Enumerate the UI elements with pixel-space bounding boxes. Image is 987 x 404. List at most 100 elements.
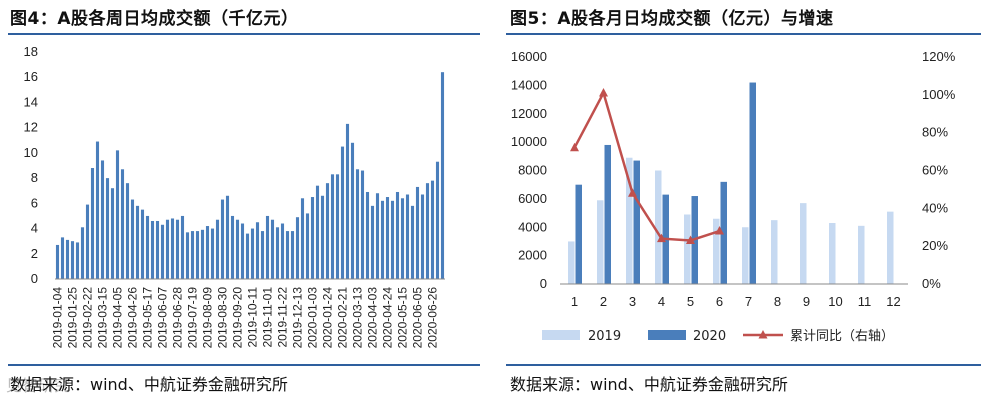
y-tick-label: 6 xyxy=(31,195,38,210)
legend-label-yoy: 累计同比（右轴） xyxy=(790,329,894,344)
left-source-rule xyxy=(8,364,480,366)
weekly-bar xyxy=(150,220,155,279)
weekly-bar xyxy=(185,232,190,279)
weekly-bar xyxy=(355,169,360,279)
weekly-bar xyxy=(145,215,150,279)
yoy-point xyxy=(628,188,637,197)
y-tick-label: 0 xyxy=(31,271,38,286)
weekly-bar xyxy=(85,204,90,279)
y2-tick-label: 80% xyxy=(922,125,948,140)
x-tick-label: 2019-06-28 xyxy=(171,287,185,349)
weekly-bar xyxy=(110,188,115,279)
weekly-bar xyxy=(425,183,430,279)
watermark: 见智研究 xyxy=(6,376,71,395)
x-tick-label: 2020-06-26 xyxy=(426,287,440,349)
left-title-rule xyxy=(8,33,480,35)
weekly-bar xyxy=(215,219,220,279)
right-chart-title: 图5：A股各月日均成交额（亿元）与增速 xyxy=(510,9,834,29)
bar-2020 xyxy=(633,160,640,284)
x-tick-label: 2019-08-09 xyxy=(201,287,215,349)
weekly-bar xyxy=(420,194,425,279)
legend-marker-yoy xyxy=(758,330,768,339)
x-tick-label: 2019-04-05 xyxy=(111,287,125,349)
x-tick-label: 2019-12-13 xyxy=(291,287,305,349)
weekly-bar xyxy=(345,123,350,279)
y-tick-label: 2000 xyxy=(518,248,547,263)
yoy-point xyxy=(657,233,666,243)
weekly-bar xyxy=(270,219,275,279)
x-tick-label: 2020-01-24 xyxy=(321,287,335,349)
weekly-bar xyxy=(80,227,85,279)
weekly-bar xyxy=(365,191,370,279)
weekly-bar xyxy=(225,195,230,279)
weekly-bar xyxy=(180,215,185,279)
x-tick-label: 2 xyxy=(600,294,607,309)
weekly-bar xyxy=(160,224,165,279)
y-tick-label: 8 xyxy=(31,170,38,185)
right-chart-source: 数据来源：wind、中航证券金融研究所 xyxy=(510,375,788,394)
weekly-bar xyxy=(200,229,205,279)
y-tick-label: 12 xyxy=(24,120,38,135)
weekly-bar xyxy=(375,193,380,279)
weekly-bar xyxy=(280,223,285,279)
weekly-bar xyxy=(310,197,315,279)
weekly-bar xyxy=(410,205,415,279)
right-chart-panel: 图5：A股各月日均成交额（亿元）与增速 0 2000 4000 6000 8000 100… xyxy=(500,0,987,404)
weekly-bar xyxy=(415,186,420,279)
weekly-bar xyxy=(190,231,195,279)
y2-tick-label: 0% xyxy=(922,276,941,291)
weekly-bar xyxy=(395,191,400,279)
x-tick-label: 2019-01-25 xyxy=(66,287,80,349)
yoy-point xyxy=(686,235,695,244)
bar-2020 xyxy=(604,144,611,284)
weekly-bar xyxy=(385,197,390,279)
x-tick-label: 11 xyxy=(858,294,872,309)
x-tick-label: 12 xyxy=(886,294,900,309)
weekly-bar xyxy=(250,228,255,279)
left-chart-source: 数据来源：wind、中航证券金融研究所 xyxy=(10,375,288,394)
right-title-rule xyxy=(506,33,981,35)
weekly-bar xyxy=(285,231,290,279)
bar-2019 xyxy=(713,218,720,284)
bar-2020 xyxy=(749,82,756,284)
x-tick-label: 4 xyxy=(658,294,665,309)
weekly-bar xyxy=(245,233,250,279)
weekly-bar xyxy=(325,183,330,279)
bar-2019 xyxy=(684,214,691,284)
weekly-bar xyxy=(165,219,170,279)
weekly-bar xyxy=(55,244,60,279)
y-tick-label: 4 xyxy=(31,221,38,236)
weekly-bar xyxy=(390,200,395,279)
legend-label-2019: 2019 xyxy=(588,329,621,344)
y2-tick-label: 20% xyxy=(922,238,948,253)
weekly-bar xyxy=(70,241,75,279)
bar-2020 xyxy=(720,181,727,284)
weekly-bar xyxy=(265,215,270,279)
weekly-bar xyxy=(240,223,245,279)
y2-tick-label: 120% xyxy=(922,49,956,64)
yoy-line xyxy=(573,89,720,242)
bar-2019 xyxy=(568,241,575,284)
y-tick-label: 16000 xyxy=(511,49,547,64)
x-tick-label: 2019-09-20 xyxy=(231,287,245,349)
x-tick-label: 2019-06-07 xyxy=(156,287,170,349)
weekly-bar xyxy=(120,169,125,279)
weekly-bar xyxy=(295,217,300,279)
weekly-bar xyxy=(370,205,375,279)
yoy-point xyxy=(599,87,608,97)
x-tick-label: 2020-05-15 xyxy=(396,287,410,349)
weekly-bar xyxy=(315,185,320,279)
y-tick-label: 0 xyxy=(540,276,547,291)
weekly-bar xyxy=(115,150,120,279)
left-chart-title: 图4：A股各周日均成交额（千亿元） xyxy=(10,9,299,29)
weekly-bar xyxy=(140,209,145,279)
y-tick-label: 10000 xyxy=(511,134,547,149)
legend-swatch-2019 xyxy=(542,330,580,340)
weekly-bar xyxy=(90,168,95,279)
x-tick-label: 2020-04-24 xyxy=(381,287,395,349)
y-tick-label: 12000 xyxy=(511,106,547,121)
weekly-bar xyxy=(135,205,140,279)
weekly-bar xyxy=(205,226,210,279)
x-tick-label: 6 xyxy=(716,294,723,309)
weekly-bar xyxy=(430,180,435,279)
